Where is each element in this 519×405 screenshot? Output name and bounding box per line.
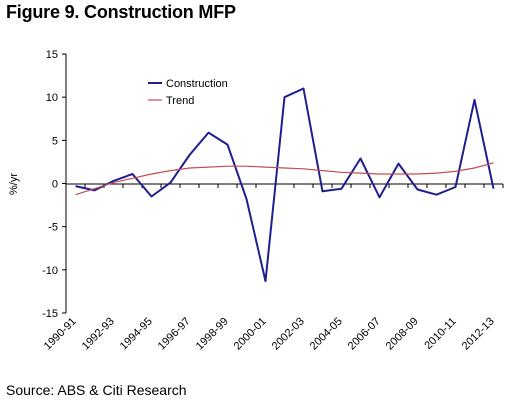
x-tick-label: 2010-11 bbox=[422, 315, 458, 351]
y-tick-label: 15 bbox=[46, 49, 58, 61]
figure-title: Figure 9. Construction MFP bbox=[6, 2, 236, 22]
x-tick-label: 1996-97 bbox=[156, 315, 193, 352]
source-note: Source: ABS & Citi Research bbox=[6, 382, 187, 398]
x-tick-label: 1998-99 bbox=[194, 315, 231, 352]
y-axis: -15 -10 -5 0 5 10 15 bbox=[42, 49, 67, 320]
y-tick-label: 5 bbox=[52, 135, 58, 147]
x-tick-label: 1994-95 bbox=[118, 315, 155, 352]
legend: Construction Trend bbox=[148, 78, 228, 107]
series-line-construction bbox=[75, 87, 495, 283]
x-tick-label: 2002-03 bbox=[270, 315, 307, 352]
x-tick-label: 1990-91 bbox=[42, 315, 79, 352]
x-tick-label: 1992-93 bbox=[80, 315, 117, 352]
x-tick-label: 2006-07 bbox=[346, 315, 383, 352]
y-tick-label: -10 bbox=[42, 265, 58, 277]
legend-label-construction: Construction bbox=[166, 78, 228, 90]
x-tick-label: 2012-13 bbox=[460, 315, 497, 352]
x-tick-label: 2004-05 bbox=[308, 315, 345, 352]
y-tick-label: 10 bbox=[46, 92, 58, 104]
y-tick-label: -5 bbox=[48, 222, 58, 234]
y-tick-label: -15 bbox=[42, 308, 58, 320]
series-line-trend bbox=[75, 162, 494, 196]
series-lines bbox=[75, 87, 495, 283]
x-tick-label: 2000-01 bbox=[232, 315, 269, 352]
legend-label-trend: Trend bbox=[166, 95, 194, 107]
y-axis-label: %/yr bbox=[8, 173, 20, 195]
x-tick-label: 2008-09 bbox=[384, 315, 421, 352]
y-tick-label: 0 bbox=[52, 179, 58, 191]
